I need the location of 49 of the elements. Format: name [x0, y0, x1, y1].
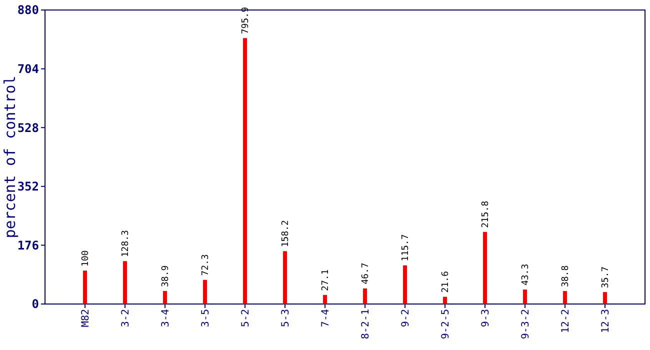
data-label: 27.1	[321, 269, 331, 291]
data-label: 43.3	[521, 264, 531, 286]
bar	[603, 292, 607, 304]
x-tick-label: 3-2	[120, 309, 132, 328]
bar	[443, 296, 447, 304]
bar	[83, 270, 87, 304]
x-tick-label: 12-2	[560, 309, 572, 334]
data-label: 72.3	[201, 254, 211, 276]
x-tick-label: 3-5	[200, 309, 212, 328]
bar	[163, 291, 167, 304]
bar	[323, 294, 327, 304]
y-tick-label: 352	[17, 180, 39, 194]
x-tick-label: 5-2	[240, 309, 252, 328]
data-label: 46.7	[361, 262, 371, 284]
data-label: 21.6	[441, 271, 451, 293]
bar	[363, 288, 367, 304]
data-label: 38.8	[561, 265, 571, 288]
y-tick-label: 176	[17, 238, 39, 252]
bar	[123, 261, 127, 304]
y-axis-title: percent of control	[1, 76, 19, 238]
data-label: 128.3	[121, 230, 131, 258]
bar	[563, 291, 567, 304]
bar	[403, 265, 407, 304]
x-tick-label: 9-2-5	[440, 309, 452, 340]
x-tick-label: 9-3	[480, 309, 492, 328]
bar	[283, 251, 287, 304]
x-tick-label: 9-2	[400, 309, 412, 328]
x-tick-label: 3-4	[160, 309, 172, 328]
bar	[523, 290, 527, 304]
data-label: 158.2	[281, 220, 291, 248]
bar	[483, 232, 487, 304]
data-label: 100	[81, 250, 91, 267]
data-label: 115.7	[401, 234, 411, 262]
x-tick-label: 5-3	[280, 309, 292, 328]
x-tick-label: 8-2-1	[360, 309, 372, 340]
bar	[243, 38, 247, 304]
y-tick-label: 880	[17, 3, 39, 18]
x-tick-label: 7-4	[320, 309, 332, 328]
data-label: 215.8	[481, 200, 491, 228]
data-label: 35.7	[601, 266, 611, 288]
data-label: 795.9	[241, 7, 251, 34]
data-label: 38.9	[161, 265, 171, 288]
x-tick-label: 12-3	[600, 309, 612, 334]
y-tick-label: 528	[17, 120, 39, 135]
x-tick-label: M82	[80, 309, 92, 328]
y-tick-label: 704	[17, 62, 39, 76]
x-tick-label: 9-3-2	[520, 309, 532, 340]
bar	[203, 280, 207, 304]
y-tick-label: 0	[32, 297, 39, 312]
